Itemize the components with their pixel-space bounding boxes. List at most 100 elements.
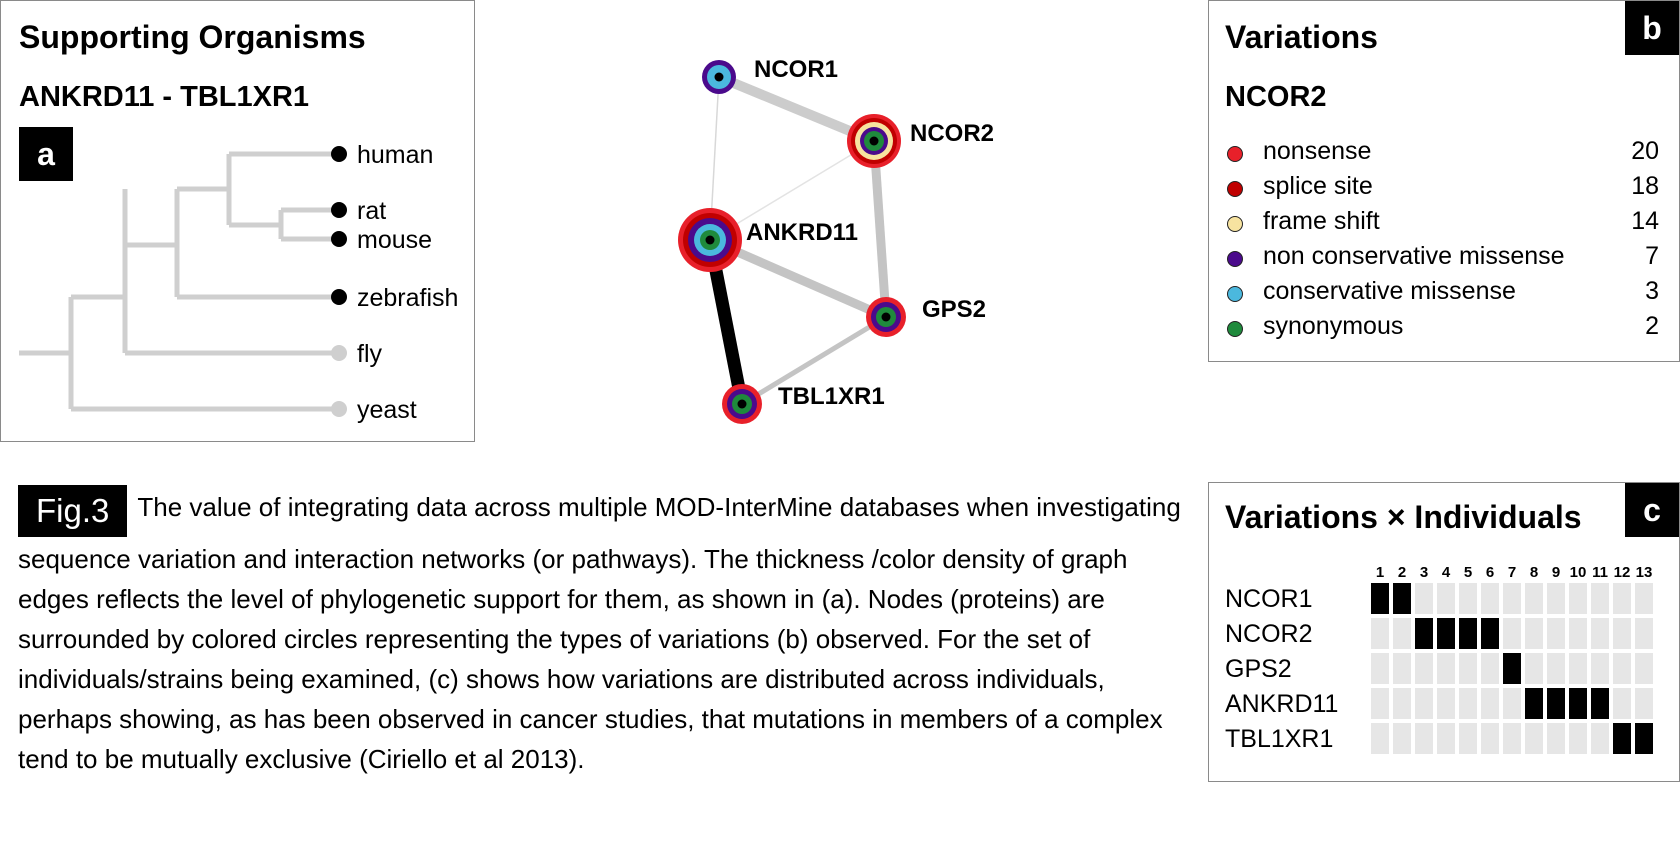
leaf-dot-rat (331, 202, 347, 218)
matrix-cell (1503, 618, 1521, 649)
node-label-ncor2: NCOR2 (910, 120, 994, 147)
node-ncor2[interactable]: NCOR2 (847, 114, 994, 168)
matrix-cell (1415, 618, 1433, 649)
matrix-column-label: 13 (1636, 564, 1653, 581)
panel-a-badge: a (19, 127, 73, 181)
panel-b-badge: b (1625, 1, 1679, 55)
legend-swatch (1227, 286, 1243, 302)
tree-branches (19, 151, 339, 412)
matrix-cell (1569, 618, 1587, 649)
matrix-cell (1635, 618, 1653, 649)
matrix-cell (1525, 723, 1543, 754)
variations-panel: Variations NCOR2 b nonsense 20 splice site… (1208, 0, 1680, 362)
matrix-column-label: 1 (1376, 564, 1384, 581)
matrix-column-label: 10 (1570, 564, 1587, 581)
matrix-cell (1503, 723, 1521, 754)
legend-swatch (1227, 181, 1243, 197)
figure-label: Fig.3 (18, 485, 128, 537)
matrix-cell (1591, 723, 1609, 754)
edge-ankrd11-gps2 (708, 235, 888, 322)
panel-a-subtitle: ANKRD11 - TBL1XR1 (19, 81, 310, 113)
legend-count: 18 (1631, 172, 1659, 200)
matrix-cell (1547, 653, 1565, 684)
node-ankrd11[interactable]: ANKRD11 (678, 208, 858, 272)
matrix-column-label: 2 (1398, 564, 1406, 581)
matrix-cell (1635, 723, 1653, 754)
matrix-column-label: 6 (1486, 564, 1494, 581)
matrix-cell (1437, 723, 1455, 754)
node-tbl1xr1[interactable]: TBL1XR1 (722, 383, 885, 424)
leaf-dot-fly (331, 345, 347, 361)
matrix-cell (1459, 723, 1477, 754)
matrix-cell (1635, 688, 1653, 719)
leaf-label-rat: rat (357, 197, 386, 225)
matrix-cell (1613, 688, 1631, 719)
matrix-cell (1371, 653, 1389, 684)
legend-count: 7 (1645, 242, 1659, 270)
matrix-row-label: GPS2 (1225, 655, 1292, 683)
leaf-label-yeast: yeast (357, 396, 417, 424)
matrix-cell (1547, 618, 1565, 649)
matrix-cell (1569, 583, 1587, 614)
matrix-row-label: TBL1XR1 (1225, 725, 1333, 753)
matrix-cell (1613, 583, 1631, 614)
matrix-cell (1591, 618, 1609, 649)
matrix-cell (1415, 688, 1433, 719)
matrix-cell (1613, 723, 1631, 754)
matrix-row-label: NCOR2 (1225, 620, 1313, 648)
figure-caption: Fig.3 The value of integrating data acros… (18, 485, 1198, 779)
variation-matrix: 1 2 3 4 5 6 7 8 9 10 11 12 13NCOR1NCOR2GPS2ANKRD11TB… (1225, 564, 1653, 754)
leaf-label-human: human (357, 141, 433, 169)
legend-item: non conservative missense 7 (1227, 242, 1679, 276)
matrix-cell (1415, 653, 1433, 684)
matrix-cell (1481, 618, 1499, 649)
matrix-column-label: 9 (1552, 564, 1560, 581)
matrix-cell (1371, 583, 1389, 614)
legend-label: conservative missense (1263, 277, 1516, 305)
panel-a-title: Supporting Organisms (19, 19, 366, 55)
caption-text: The value of integrating data across mul… (18, 492, 1181, 774)
matrix-cell (1371, 688, 1389, 719)
node-label-gps2: GPS2 (922, 296, 986, 323)
legend-swatch (1227, 216, 1243, 232)
matrix-cell (1459, 688, 1477, 719)
matrix-column-label: 5 (1464, 564, 1472, 581)
leaf-label-fly: fly (357, 340, 383, 368)
legend-label: splice site (1263, 172, 1373, 200)
legend-item: frame shift 14 (1227, 207, 1679, 241)
matrix-cell (1613, 618, 1631, 649)
matrix-cell (1591, 583, 1609, 614)
matrix-cell (1503, 688, 1521, 719)
legend-count: 20 (1631, 137, 1659, 165)
matrix-cell (1393, 583, 1411, 614)
panel-c-badge: c (1625, 483, 1679, 537)
legend-label: non conservative missense (1263, 242, 1565, 270)
node-ncor1[interactable]: NCOR1 (702, 56, 838, 94)
matrix-cell (1371, 723, 1389, 754)
matrix-cell (1437, 688, 1455, 719)
matrix-cell (1459, 583, 1477, 614)
legend-item: splice site 18 (1227, 172, 1679, 206)
leaf-dot-yeast (331, 401, 347, 417)
matrix-cell (1459, 653, 1477, 684)
legend-label: nonsense (1263, 137, 1372, 165)
matrix-cell (1393, 723, 1411, 754)
matrix-cell (1415, 723, 1433, 754)
matrix-cell (1393, 688, 1411, 719)
matrix-column-label: 7 (1508, 564, 1516, 581)
matrix-cell (1415, 583, 1433, 614)
node-gps2[interactable]: GPS2 (866, 296, 986, 337)
supporting-organisms-panel: Supporting Organisms ANKRD11 - TBL1XR1 a… (0, 0, 475, 442)
matrix-cell (1547, 688, 1565, 719)
legend-label: synonymous (1263, 312, 1404, 340)
matrix-row-label: NCOR1 (1225, 585, 1313, 613)
matrix-cell (1525, 583, 1543, 614)
matrix-cell (1525, 653, 1543, 684)
legend-label: frame shift (1263, 207, 1380, 235)
legend-count: 3 (1645, 277, 1659, 305)
matrix-cell (1503, 653, 1521, 684)
matrix-cell (1459, 618, 1477, 649)
matrix-cell (1569, 688, 1587, 719)
matrix-cell (1481, 653, 1499, 684)
